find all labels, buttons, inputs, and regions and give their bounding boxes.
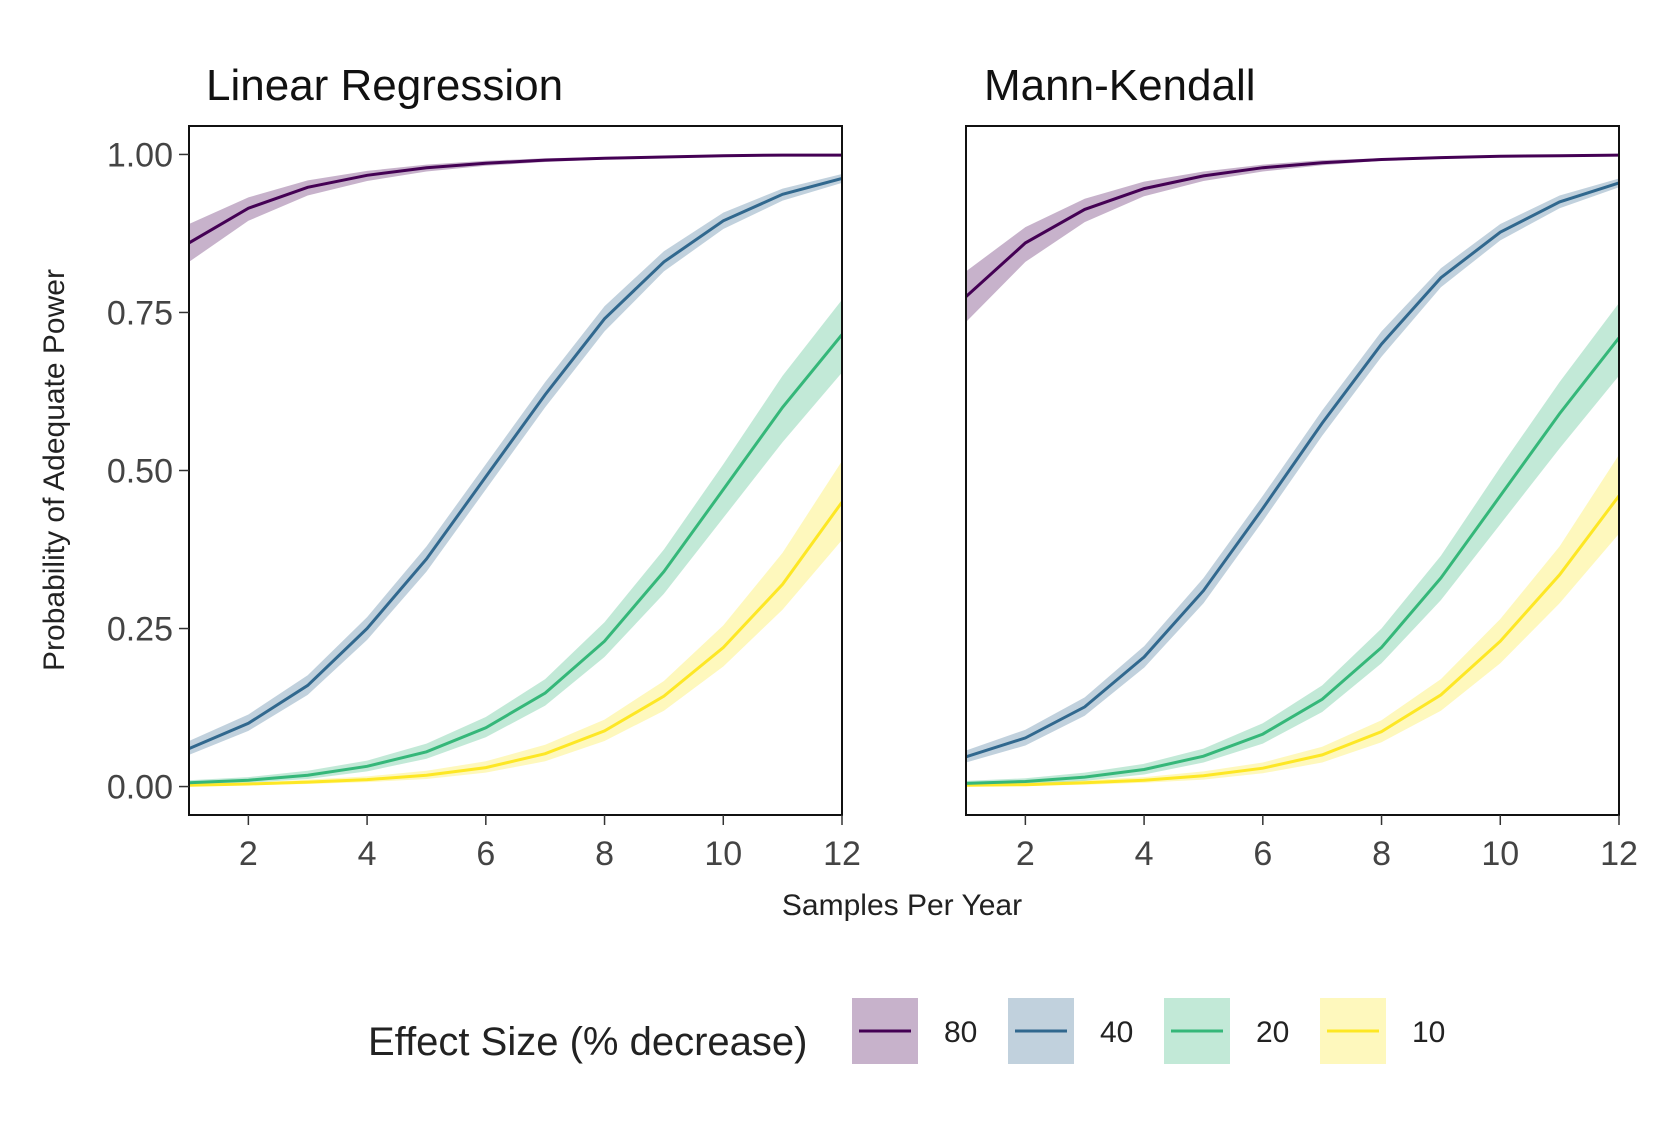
legend-key-80: 80 (852, 998, 977, 1064)
panel-1: Linear Regression 2 4 6 8 10 12 0.00 0.25 0.50 0.7… (107, 61, 861, 873)
series-line-20 (189, 333, 842, 785)
series-line-80 (966, 153, 1619, 298)
x-tick-label: 4 (358, 835, 377, 873)
y-tick-label: 1.00 (107, 136, 173, 174)
series-line-10 (966, 494, 1619, 787)
x-tick-label: 2 (239, 835, 258, 873)
ci-band-80 (966, 154, 1619, 322)
x-tick-label: 6 (476, 835, 495, 873)
series-line-80 (189, 153, 842, 245)
x-tick-label: 12 (1600, 835, 1638, 873)
legend-keys: 80 40 20 10 (852, 998, 1445, 1064)
series-line-40 (189, 177, 842, 750)
ci-band-40 (966, 178, 1619, 763)
panel-title: Linear Regression (206, 61, 563, 110)
x-axis-title: Samples Per Year (782, 889, 1022, 922)
y-tick-label: 0.25 (107, 611, 173, 649)
legend-label: 10 (1412, 1016, 1445, 1049)
panel-title: Mann-Kendall (984, 61, 1256, 110)
y-tick-label: 0.50 (107, 453, 173, 491)
x-tick-label: 2 (1016, 835, 1035, 873)
legend-label: 80 (944, 1016, 977, 1049)
plot-area (189, 153, 842, 787)
y-tick-label: 0.00 (107, 769, 173, 807)
x-tick-label: 8 (595, 835, 614, 873)
x-tick-label: 4 (1135, 835, 1154, 873)
legend-key-40: 40 (1008, 998, 1133, 1064)
plot-area (966, 153, 1619, 787)
series-line-40 (966, 181, 1619, 759)
legend-key-20: 20 (1164, 998, 1289, 1064)
x-tick-label: 6 (1253, 835, 1272, 873)
legend-key-10: 10 (1320, 998, 1445, 1064)
panel-2: Mann-Kendall 2 4 6 8 10 12 (965, 61, 1638, 873)
panel-border (965, 125, 1620, 816)
legend-label: 20 (1256, 1016, 1289, 1049)
y-axis-title: Probability of Adequate Power (38, 269, 71, 671)
series-line-10 (189, 501, 842, 787)
x-tick-label: 8 (1372, 835, 1391, 873)
legend: Effect Size (% decrease) 80 40 20 10 (368, 998, 1445, 1064)
y-tick-label: 0.75 (107, 294, 173, 332)
legend-title: Effect Size (% decrease) (368, 1020, 807, 1064)
ci-band-10 (966, 454, 1619, 786)
legend-label: 40 (1100, 1016, 1133, 1049)
x-tick-label: 12 (823, 835, 861, 873)
series-line-20 (966, 336, 1619, 785)
x-tick-label: 10 (1481, 835, 1519, 873)
ci-band-80 (189, 154, 842, 262)
panels: Linear Regression 2 4 6 8 10 12 0.00 0.25 0.50 0.7… (107, 61, 1638, 873)
x-tick-label: 10 (704, 835, 742, 873)
